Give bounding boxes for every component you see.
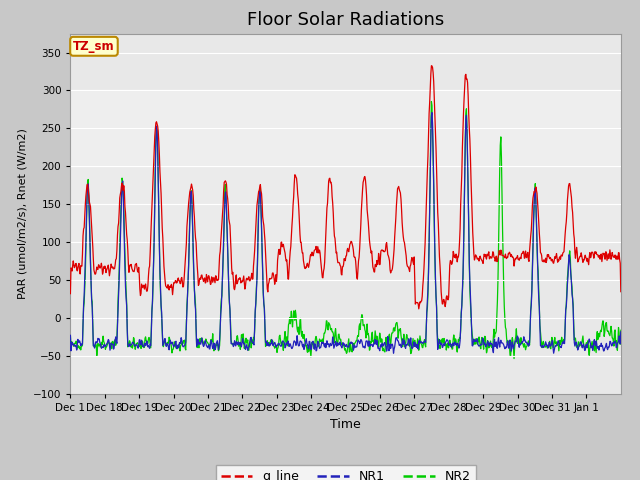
- Bar: [70, 90, 621, 166]
- Text: TZ_sm: TZ_sm: [73, 40, 115, 53]
- Title: Floor Solar Radiations: Floor Solar Radiations: [247, 11, 444, 29]
- Legend: q_line, NR1, NR2: q_line, NR1, NR2: [216, 465, 476, 480]
- Bar: [70, 242, 621, 318]
- Bar: [70, 166, 621, 242]
- Y-axis label: PAR (umol/m2/s), Rnet (W/m2): PAR (umol/m2/s), Rnet (W/m2): [17, 128, 28, 299]
- X-axis label: Time: Time: [330, 418, 361, 431]
